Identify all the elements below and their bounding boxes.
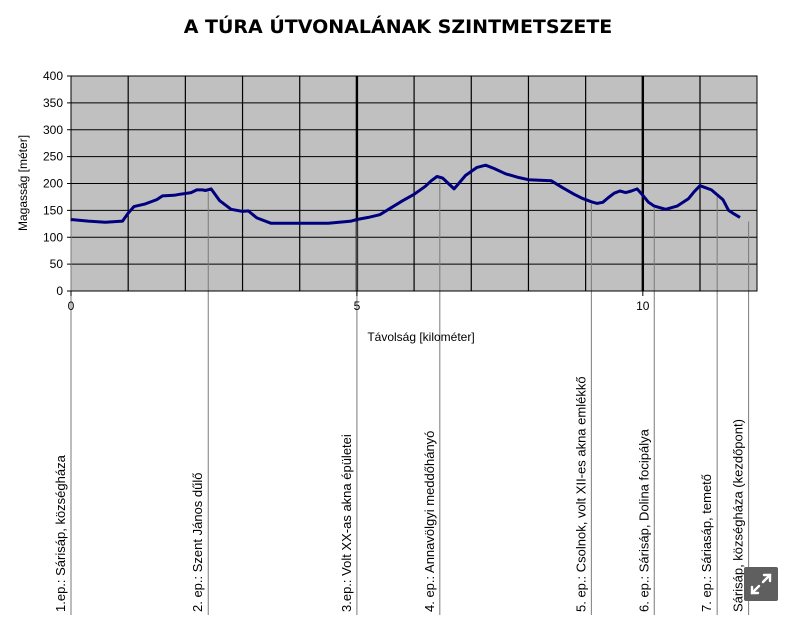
stop-label: 4. ep.: Annavölgyi meddőhányó: [422, 431, 437, 612]
x-axis-label: Távolság [kilométer]: [367, 330, 474, 344]
y-tick-label: 50: [50, 257, 64, 271]
x-tick-label: 10: [636, 299, 650, 313]
x-tick-label: 0: [68, 299, 75, 313]
stop-label: 7. ep.: Sáriasáp, temető: [699, 474, 714, 612]
chart-title: A TÚRA ÚTVONALÁNAK SZINTMETSZETE: [184, 14, 613, 38]
stop-label: 1.ep.: Sárisáp, községháza: [53, 454, 68, 612]
series-line: [70, 163, 741, 225]
grid: [71, 76, 757, 291]
y-tick-label: 0: [56, 284, 63, 298]
stop-label: 5. ep.: Csolnok, volt XII-es akna emlékk…: [573, 376, 588, 612]
y-axis-label: Magasság [méter]: [16, 135, 30, 231]
stop-label: 2. ep.: Szent János dűlő: [190, 473, 205, 612]
y-axis-ticks: 0 50 100 150 200 250 300 350 400: [43, 69, 71, 298]
expand-icon: [750, 573, 772, 595]
stop-label: 3.ep.: Volt XX-as akna épületei: [339, 434, 354, 612]
y-tick-label: 350: [43, 96, 63, 110]
stop-labels: 1.ep.: Sárisáp, községháza 2. ep.: Szent …: [53, 376, 746, 612]
y-tick-label: 150: [43, 203, 63, 217]
y-tick-label: 200: [43, 177, 63, 191]
stop-label: 6. ep.: Sárisáp, Dolina focipálya: [636, 428, 651, 612]
x-axis-ticks: 0 5 10: [68, 290, 757, 313]
expand-button[interactable]: [744, 567, 778, 601]
x-tick-label: 5: [354, 299, 361, 313]
y-tick-label: 300: [43, 123, 63, 137]
y-tick-label: 250: [43, 150, 63, 164]
series-group: [70, 163, 741, 225]
y-tick-label: 400: [43, 69, 63, 83]
y-tick-label: 100: [43, 230, 63, 244]
stop-label: Sárisáp, községháza (kezdőpont): [731, 419, 746, 612]
stop-lines: [70, 179, 750, 615]
